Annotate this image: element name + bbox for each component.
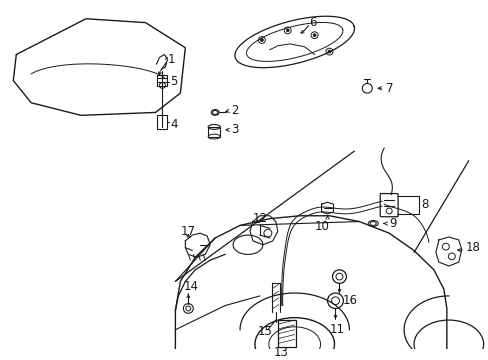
Text: 5: 5 [170,75,178,88]
Text: 14: 14 [183,280,198,293]
Text: 13: 13 [273,346,288,359]
Text: 12: 12 [252,212,267,225]
Text: 15: 15 [257,325,272,338]
Text: 10: 10 [314,220,329,233]
Text: 16: 16 [342,294,357,307]
Text: 4: 4 [170,117,178,131]
Text: 1: 1 [167,53,175,66]
Circle shape [260,39,263,41]
Text: 7: 7 [386,82,393,95]
Bar [208,127,220,136]
Bar [157,115,167,129]
Text: 2: 2 [231,104,238,117]
Circle shape [327,50,330,53]
Text: 18: 18 [465,241,480,254]
Text: 17: 17 [180,225,195,238]
Text: 3: 3 [231,123,238,136]
Bar [277,320,295,347]
Circle shape [312,34,315,37]
Text: 6: 6 [308,16,315,29]
Text: 8: 8 [420,198,427,211]
Text: 11: 11 [329,323,344,336]
Circle shape [285,29,289,32]
Text: 9: 9 [388,217,396,230]
